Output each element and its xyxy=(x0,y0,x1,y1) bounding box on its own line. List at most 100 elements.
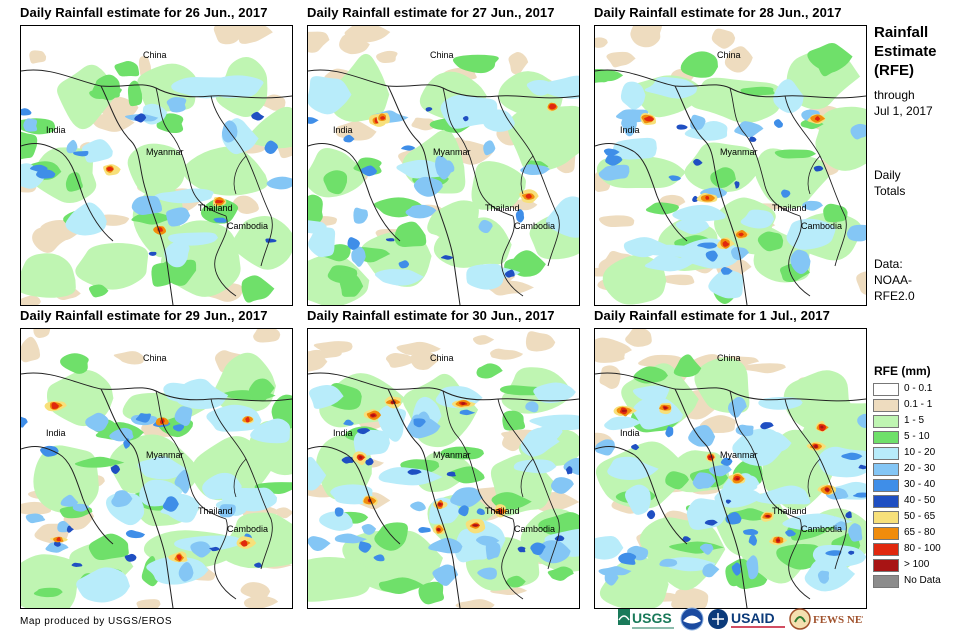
legend-swatch xyxy=(873,527,899,540)
rainfall-area xyxy=(241,275,275,303)
legend-label: 20 - 30 xyxy=(904,463,936,474)
daily-line: Daily xyxy=(874,168,901,182)
place-label-thailand: Thailand xyxy=(772,506,807,516)
rainfall-area xyxy=(708,269,744,299)
rainfall-area xyxy=(376,50,398,64)
rainfall-area xyxy=(166,207,191,227)
country-border xyxy=(387,388,461,608)
rainfall-area xyxy=(472,335,495,345)
rainfall-area xyxy=(668,175,682,181)
rainfall-area xyxy=(357,428,371,435)
rainfall-area xyxy=(394,221,427,247)
rainfall-area xyxy=(705,250,718,262)
legend-swatch xyxy=(873,575,899,588)
country-border xyxy=(807,458,821,498)
country-border xyxy=(784,95,847,267)
rainfall-area xyxy=(692,472,716,490)
rainfall-area xyxy=(347,237,360,250)
rainfall-area xyxy=(530,542,546,556)
rainfall-area xyxy=(308,76,352,115)
country-border xyxy=(233,458,247,498)
rainfall-area xyxy=(598,164,630,181)
rainfall-area xyxy=(704,519,718,526)
rainfall-area xyxy=(309,385,344,409)
rainfall-area xyxy=(671,587,709,608)
rainfall-area xyxy=(174,469,190,494)
rainfall-area xyxy=(515,209,525,223)
rainfall-map: China India Myanmar Thailand Cambodia xyxy=(594,328,867,609)
rainfall-area xyxy=(606,51,636,68)
country-border xyxy=(497,398,560,570)
rainfall-area xyxy=(427,200,482,247)
place-label-cambodia: Cambodia xyxy=(801,524,842,534)
rainfall-area xyxy=(533,382,576,404)
rainfall-area xyxy=(440,255,454,260)
rainfall-area xyxy=(405,204,437,219)
rainfall-area xyxy=(21,163,46,189)
rainfall-area xyxy=(21,295,41,305)
rainfall-area xyxy=(476,363,503,379)
rainfall-area xyxy=(529,414,579,431)
rainfall-area xyxy=(232,216,292,270)
rainfall-area xyxy=(720,457,733,466)
country-border xyxy=(520,155,534,195)
rainfall-area xyxy=(146,556,209,585)
legend-swatch xyxy=(873,543,899,556)
legend-label: > 100 xyxy=(904,559,930,570)
place-label-cambodia: Cambodia xyxy=(227,221,268,231)
rainfall-area xyxy=(665,426,674,438)
rainfall-area xyxy=(482,109,515,132)
rainfall-area xyxy=(436,528,441,532)
rainfall-area xyxy=(21,416,28,428)
country-border xyxy=(214,518,237,600)
rainfall-area xyxy=(178,561,194,582)
country-border xyxy=(155,390,227,520)
rainfall-area xyxy=(566,466,573,475)
rainfall-area xyxy=(127,80,143,107)
rainfall-area xyxy=(65,202,107,236)
rainfall-area xyxy=(781,189,791,198)
rainfall-area xyxy=(137,456,188,480)
rainfall-area xyxy=(30,164,48,172)
rainfall-area xyxy=(182,146,269,196)
rainfall-area xyxy=(455,599,495,608)
country-border xyxy=(595,143,688,242)
legend-label: 5 - 10 xyxy=(904,431,930,442)
rainfall-map: China India Myanmar Thailand Cambodia xyxy=(594,25,867,306)
rainfall-area xyxy=(525,193,532,199)
legend-swatch xyxy=(873,447,899,460)
place-label-thailand: Thailand xyxy=(198,203,233,213)
fewsnet-logo-text: FEWS NET xyxy=(813,614,863,626)
rainfall-area xyxy=(754,148,829,209)
country-border xyxy=(674,85,748,305)
rainfall-area xyxy=(612,137,657,160)
rainfall-area xyxy=(134,113,147,123)
rainfall-area xyxy=(605,155,623,166)
legend-label: 40 - 50 xyxy=(904,495,936,506)
rainfall-area xyxy=(114,61,140,77)
rainfall-area xyxy=(385,352,418,368)
legend-label: 1 - 5 xyxy=(904,415,925,426)
rainfall-area xyxy=(380,116,386,120)
rainfall-area xyxy=(164,241,190,268)
country-border xyxy=(100,388,174,608)
country-border xyxy=(520,458,534,498)
rainfall-area xyxy=(91,113,135,132)
rainfall-area xyxy=(802,200,823,211)
legend-label: 65 - 80 xyxy=(904,527,936,538)
rainfall-area xyxy=(313,341,353,354)
country-border xyxy=(155,87,227,217)
rainfall-area xyxy=(595,535,624,560)
place-label-cambodia: Cambodia xyxy=(514,524,555,534)
rainfall-map-image: China India Myanmar Thailand Cambodia xyxy=(21,329,292,608)
rainfall-area xyxy=(537,540,571,564)
logo-strip: USGS USAID FEWS NET xyxy=(618,606,870,632)
rainfall-area xyxy=(711,28,736,49)
side-title-line: Rainfall xyxy=(874,24,929,41)
map-panel-jul01: Daily Rainfall estimate for 1 Jul., 2017… xyxy=(594,308,867,609)
rainfall-area xyxy=(748,534,758,546)
legend-label: No Data xyxy=(904,575,941,586)
rainfall-area xyxy=(824,487,830,492)
rainfall-map-image: China India Myanmar Thailand Cambodia xyxy=(308,329,579,608)
rainfall-area xyxy=(477,567,497,580)
